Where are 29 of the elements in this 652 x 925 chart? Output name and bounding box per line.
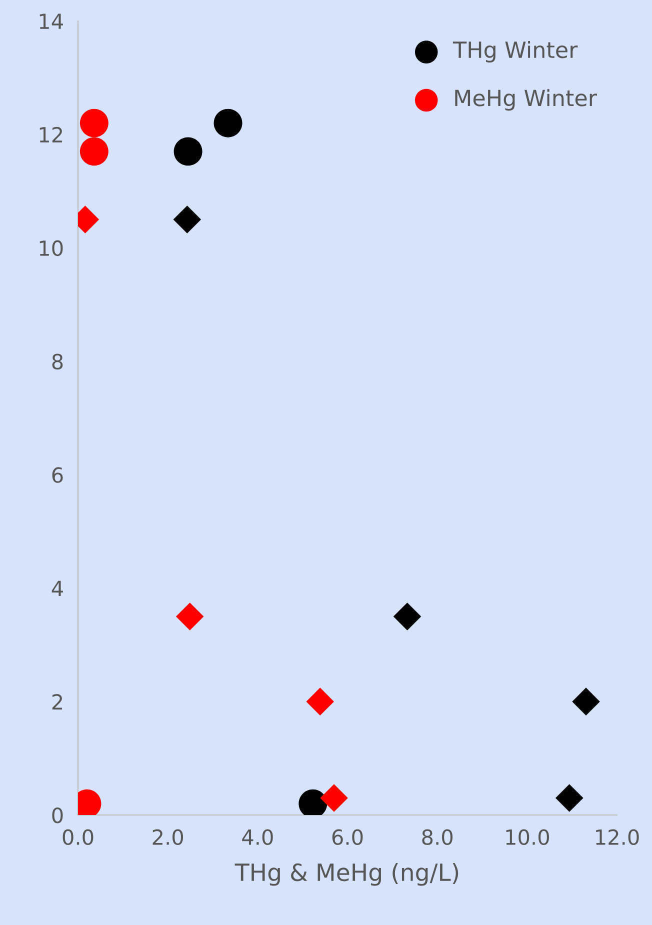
point (393, 602, 422, 630)
point (214, 108, 242, 138)
y-tick-label: 0 (52, 807, 63, 824)
legend-label: THg Winter (452, 41, 578, 63)
y-tick-label: 10 (40, 240, 63, 256)
x-tick-label: 8.0 (422, 829, 453, 846)
y-tick-label: 12 (40, 126, 62, 142)
y-tick-label: 2 (52, 694, 62, 710)
y-tick-label: 14 (40, 14, 63, 29)
point (556, 784, 584, 812)
y-tick-label: 6 (52, 467, 63, 483)
y-tick-label: 8 (52, 354, 63, 370)
point (176, 602, 204, 630)
x-tick-label: 2.0 (152, 829, 184, 846)
x-axis-title: THg & MeHg (ng/L) (234, 862, 458, 886)
x-tick-label: 10.0 (506, 829, 549, 846)
point (320, 784, 348, 812)
point (572, 688, 600, 716)
x-tick-label: 6.0 (332, 829, 363, 846)
x-tick-label: 12.0 (596, 829, 639, 846)
y-tick-label: 4 (52, 580, 63, 596)
point (80, 137, 108, 166)
point (80, 108, 108, 138)
x-tick-label: 4.0 (242, 829, 273, 846)
legend-label: MeHg Winter (455, 89, 597, 111)
point (306, 688, 334, 716)
x-tick-label: 0.0 (62, 829, 94, 846)
point (174, 137, 202, 166)
point (173, 206, 202, 234)
